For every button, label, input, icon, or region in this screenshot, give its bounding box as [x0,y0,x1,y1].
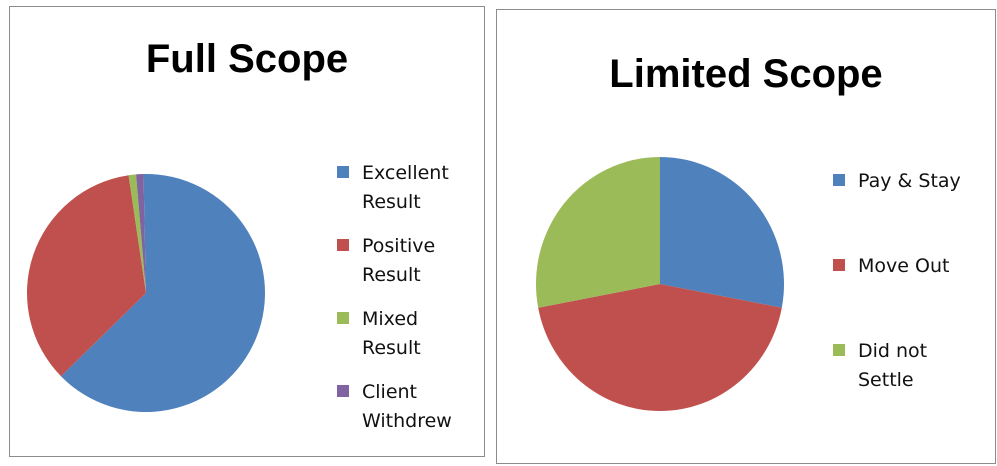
pie-slice-mixed-result [128,174,146,293]
pie-slice-excellent-result [60,174,265,412]
chart-title: Limited Scope [609,52,883,96]
pie-slice-move-out [538,284,782,411]
legend-swatch [833,259,845,271]
legend-limited-scope: Pay & Stay Move Out Did not Settle [833,167,993,437]
legend-label: Mixed Result [362,308,421,359]
pie-chart-limited-scope [536,157,784,411]
legend-label: Client Withdrew [362,381,452,432]
legend-swatch [337,385,349,397]
pie-slice-positive-result [27,175,147,377]
legend-label: Positive Result [362,235,436,286]
pie-slice-client-withdrew [136,174,146,293]
legend-swatch [337,239,349,251]
pie-slice-pay-stay [660,157,784,308]
legend-label: Move Out [858,255,950,277]
pie-chart-full-scope [27,174,265,412]
legend-swatch [833,174,845,186]
chart-panel-limited-scope: Limited Scope Pay & Stay Move Out Did not … [496,9,996,464]
chart-title: Full Scope [145,37,349,81]
legend-label: Did not Settle [858,340,928,391]
pie-slice-did-not-settle [536,157,660,308]
legend-full-scope: Excellent Result Positive Result Mixed Res… [337,159,482,449]
legend-label: Excellent Result [362,162,449,213]
legend-label: Pay & Stay [858,170,961,192]
chart-panel-full-scope: Full Scope Excellent Result Positive Resu… [9,6,485,457]
legend-swatch [833,344,845,356]
legend-swatch [337,312,349,324]
legend-swatch [337,166,349,178]
